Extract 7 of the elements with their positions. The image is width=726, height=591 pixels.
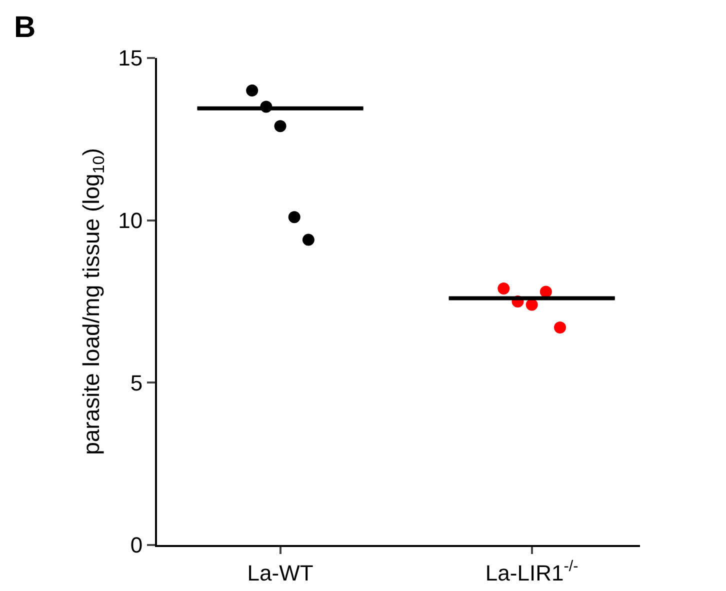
x-tick-label: La-WT [247,560,314,586]
y-tick-label: 10 [118,208,143,234]
text: B [14,11,36,44]
y-tick-label: 15 [118,46,143,71]
y-tick-label: 5 [130,370,143,396]
x-tick-label: La-LIR1$^{-/-}$ [485,558,578,586]
y-tick-label: 0 [130,532,143,558]
